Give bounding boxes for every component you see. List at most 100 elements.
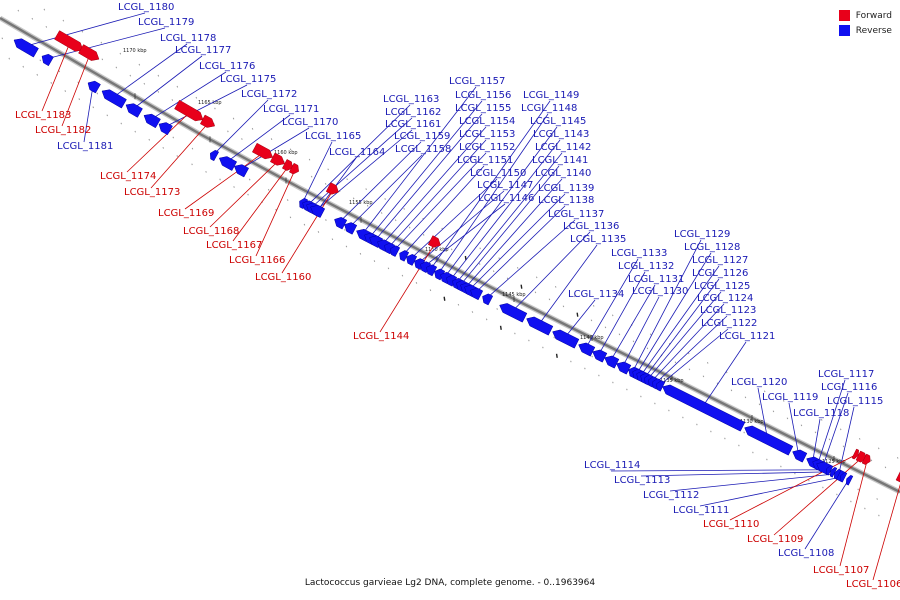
gene-label: LCGL_1155 [455, 103, 511, 114]
gene-arrow-lcgl_1111 [839, 471, 848, 483]
gene-arrow-lcgl_1131 [604, 355, 620, 369]
leader-line [402, 165, 485, 256]
legend-item-forward: Forward [838, 8, 892, 23]
leader-line [564, 299, 596, 338]
track-marker [248, 178, 251, 181]
legend: Forward Reverse [838, 8, 892, 38]
gene-arrow-lcgl_1170 [233, 164, 250, 178]
gene-arrow-lcgl_1121 [662, 384, 746, 432]
gene-arrow-lcgl_1179 [41, 53, 54, 67]
track-marker [443, 296, 446, 301]
gene-label: LCGL_1173 [124, 187, 180, 198]
gene-label: LCGL_1171 [263, 104, 319, 115]
gene-arrow-lcgl_1180 [13, 38, 39, 58]
leader-line [83, 85, 94, 143]
leader-line [393, 152, 487, 251]
gene-label: LCGL_1154 [459, 116, 515, 127]
gene-label: LCGL_1132 [618, 261, 674, 272]
gene-label: LCGL_1121 [719, 331, 775, 342]
track-marker [706, 361, 709, 364]
track-marker [553, 336, 555, 339]
track-marker [176, 85, 179, 88]
leader-line [644, 278, 720, 378]
gene-label: LCGL_1109 [747, 534, 803, 545]
leader-line [213, 99, 269, 156]
leader-line [585, 258, 639, 349]
gene-label: LCGL_1129 [674, 229, 730, 240]
track-marker [148, 138, 151, 141]
track-marker [876, 498, 878, 500]
leader-line [773, 457, 863, 536]
leader-line [232, 165, 289, 242]
leader-line [475, 205, 566, 294]
track-marker [92, 106, 95, 109]
leader-line [469, 193, 566, 290]
leader-line [374, 113, 483, 241]
leader-line [839, 459, 868, 567]
gene-arrow-lcgl_1172 [210, 149, 220, 162]
track-marker [58, 70, 61, 73]
gene-label: LCGL_1128 [684, 242, 740, 253]
track-marker [457, 303, 460, 306]
track-marker [786, 417, 789, 420]
gene-label: LCGL_1112 [643, 490, 699, 501]
gene-label: LCGL_1125 [694, 281, 750, 292]
track-marker [346, 178, 348, 181]
track-marker [64, 90, 67, 92]
backbone-shadow [0, 15, 900, 495]
track-marker [857, 488, 859, 491]
gene-label: LCGL_1134 [568, 289, 624, 300]
gene-arrow-lcgl_1134 [552, 329, 580, 349]
leader-line [281, 189, 334, 274]
track-marker [514, 332, 516, 335]
gene-label: LCGL_1179 [138, 17, 194, 28]
track-marker [649, 333, 652, 336]
gene-label: LCGL_1115 [827, 396, 883, 407]
gene-arrow-lcgl_1136 [499, 303, 528, 323]
legend-label-reverse: Reverse [855, 25, 892, 36]
track-marker [478, 263, 481, 265]
leader-line [465, 178, 563, 288]
track-marker [687, 352, 690, 355]
track-marker [172, 136, 175, 139]
gene-arrow-lcgl_1107 [861, 453, 871, 465]
track-marker [45, 26, 48, 28]
track-marker [611, 314, 614, 317]
gene-label: LCGL_1141 [532, 155, 588, 166]
gene-label: LCGL_1136 [563, 221, 619, 232]
leader-line [132, 55, 203, 110]
track-marker [752, 451, 754, 454]
track-marker [702, 375, 705, 378]
leader-line [164, 84, 248, 128]
gene-label: LCGL_1143 [533, 129, 589, 140]
gene-label: LCGL_1106 [846, 579, 900, 590]
track-marker [542, 346, 544, 349]
track-marker [143, 82, 146, 85]
track-marker [632, 340, 635, 343]
gene-label: LCGL_1182 [35, 125, 91, 136]
leader-line [46, 27, 166, 60]
gene-arrow-lcgl_1175 [158, 122, 173, 136]
gene-arrow-lcgl_1112 [833, 468, 842, 480]
track-marker [464, 255, 467, 261]
track-marker [36, 73, 39, 76]
gene-arrow-lcgl_1130 [616, 361, 632, 375]
track-marker [598, 374, 600, 377]
gene-arrow-lcgl_1160 [325, 182, 339, 195]
track-marker [604, 326, 607, 329]
track-marker [251, 127, 254, 130]
gene-features [13, 30, 900, 486]
track-marker [324, 182, 327, 185]
track-marker [710, 430, 712, 433]
track-marker [219, 178, 221, 181]
track-marker [394, 219, 397, 222]
gene-label: LCGL_1133 [611, 248, 667, 259]
track-marker [191, 147, 194, 150]
gene-label: LCGL_1124 [697, 293, 753, 304]
gene-label: LCGL_1169 [158, 208, 214, 219]
track-marker [730, 389, 733, 392]
track-marker [850, 500, 852, 503]
leader-line [240, 127, 310, 170]
track-marker [50, 82, 53, 84]
